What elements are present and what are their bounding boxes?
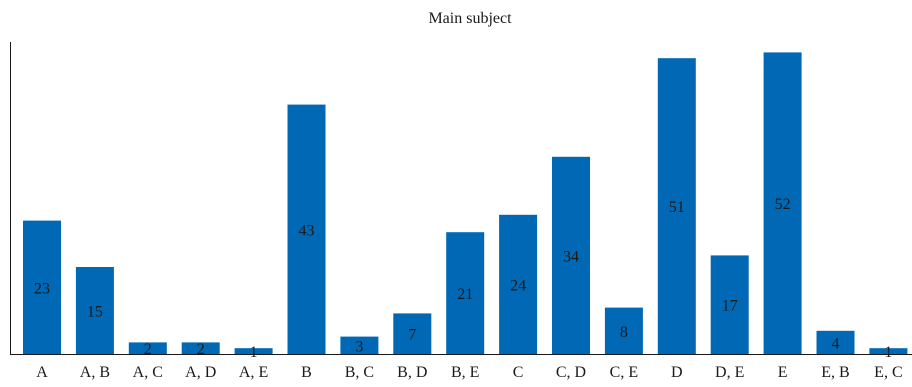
x-tick-label-9: C (513, 364, 524, 381)
x-tick-label-8: B, E (451, 364, 479, 381)
bar-10 (552, 156, 590, 354)
bar-4 (234, 348, 273, 354)
bar-15 (816, 330, 855, 354)
bar-2 (128, 342, 167, 354)
x-tick-label-15: E, B (821, 364, 849, 381)
data-label-2: 2 (144, 341, 152, 358)
data-label-13: 17 (722, 298, 738, 315)
x-tick-label-14: E (778, 364, 788, 381)
data-label-3: 2 (197, 341, 205, 358)
data-label-7: 7 (408, 327, 416, 344)
x-tick-label-13: D, E (715, 364, 744, 381)
data-label-15: 4 (832, 335, 840, 352)
bar-13 (710, 255, 749, 354)
data-label-4: 1 (250, 344, 258, 361)
x-tick-label-11: C, E (610, 364, 638, 381)
data-label-9: 24 (510, 277, 526, 294)
bar-12 (657, 58, 696, 354)
bar-0 (23, 220, 61, 354)
x-tick-label-12: D (671, 364, 683, 381)
bar-9 (499, 214, 538, 354)
x-tick-label-0: A (36, 364, 48, 381)
data-label-0: 23 (34, 280, 50, 297)
bar-5 (287, 104, 326, 354)
data-label-8: 21 (457, 286, 473, 303)
x-tick-label-7: B, D (397, 364, 427, 381)
data-label-14: 52 (775, 196, 791, 213)
bar-16 (869, 348, 908, 354)
data-label-16: 1 (884, 344, 892, 361)
x-tick-label-5: B (301, 364, 312, 381)
x-tick-label-4: A, E (239, 364, 268, 381)
bar-14 (763, 52, 802, 355)
data-label-5: 43 (299, 222, 315, 239)
data-label-1: 15 (87, 304, 103, 321)
bar-11 (604, 307, 643, 354)
bar-1 (75, 267, 114, 354)
x-tick-labels: A A, B A, C A, D A, E B B, C B, D B, E C C, D C, E D… (36, 364, 902, 381)
x-tick-label-6: B, C (345, 364, 374, 381)
x-tick-label-3: A, D (185, 364, 216, 381)
bar-8 (446, 232, 485, 354)
x-tick-label-10: C, D (556, 364, 586, 381)
x-tick-label-2: A, C (133, 364, 163, 381)
bar-7 (393, 313, 432, 354)
bar-6 (340, 336, 379, 354)
x-tick-label-1: A, B (80, 364, 110, 381)
data-label-10: 34 (563, 248, 579, 265)
x-tick-label-16: E, C (874, 364, 902, 381)
data-label-12: 51 (669, 199, 685, 216)
data-label-11: 8 (620, 324, 628, 341)
bar-3 (181, 342, 220, 354)
data-label-6: 3 (355, 338, 363, 355)
chart-title: Main subject (428, 10, 512, 27)
bar-series (23, 52, 908, 355)
